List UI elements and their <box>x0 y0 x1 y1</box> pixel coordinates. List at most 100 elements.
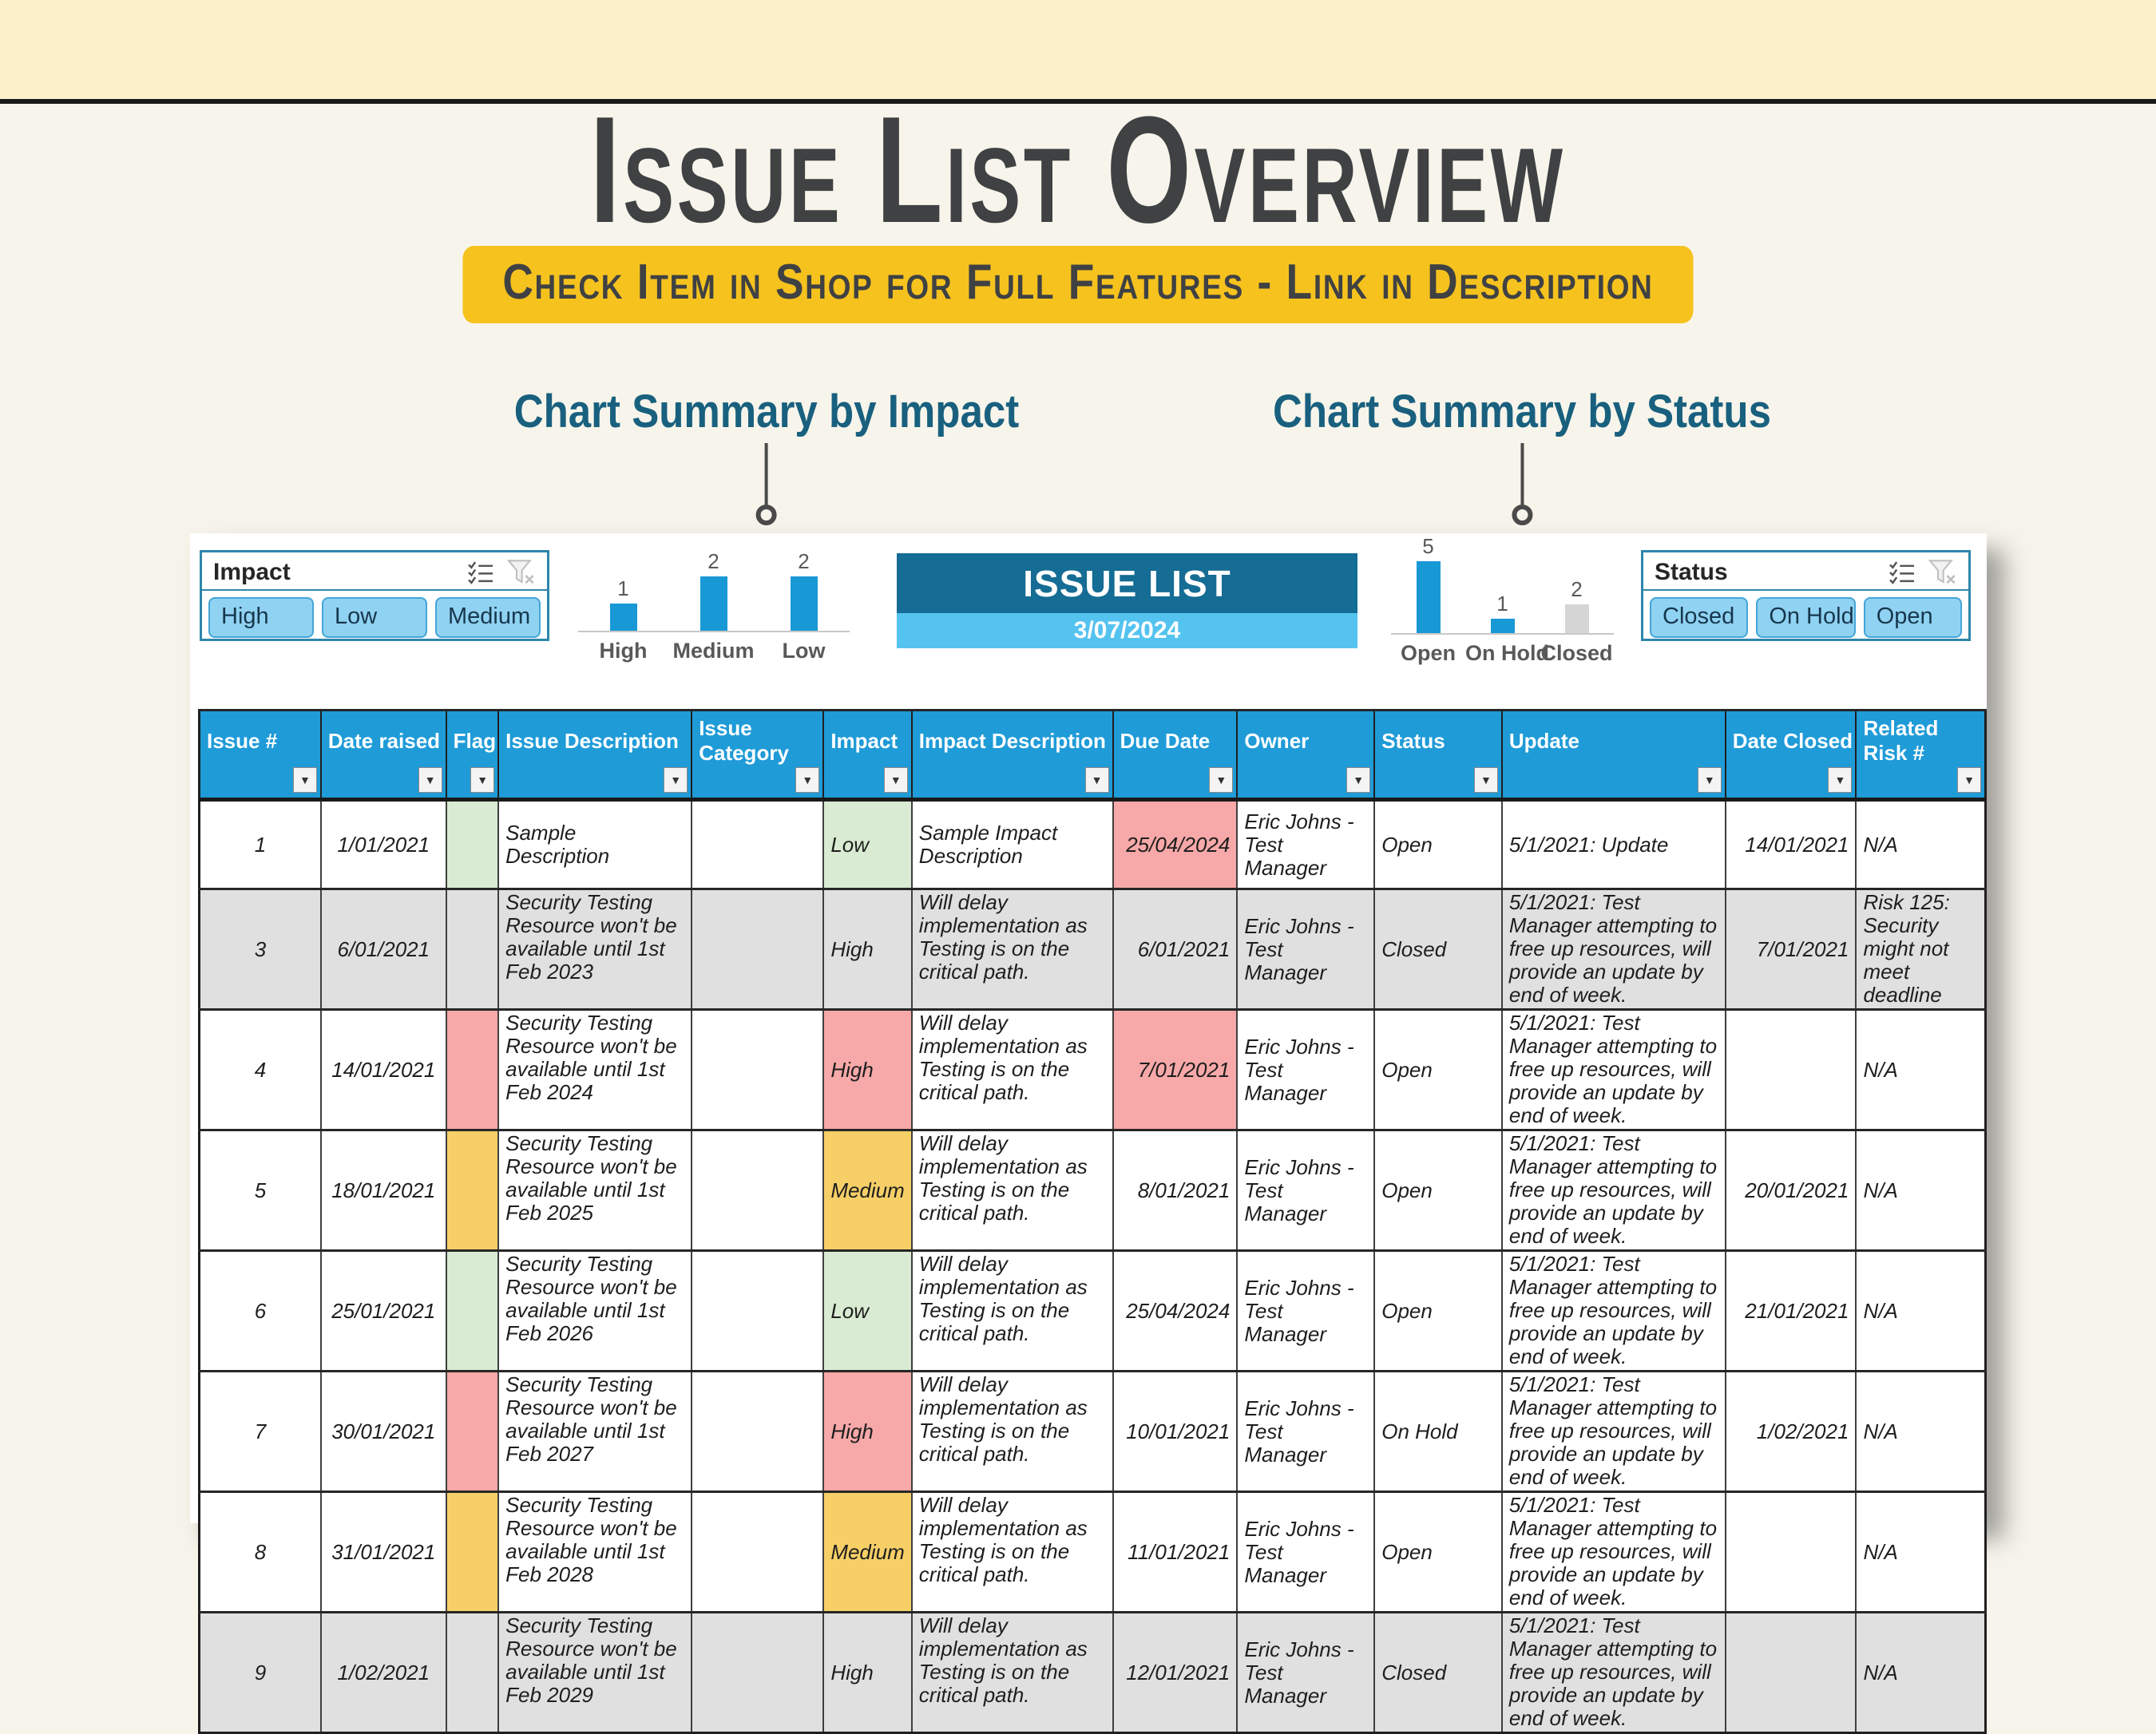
cell-issue_description[interactable]: Security Testing Resource won't be avail… <box>497 1250 692 1372</box>
cell-issue_description[interactable]: Sample Description <box>497 799 692 889</box>
cell-status[interactable]: Open <box>1373 1009 1502 1130</box>
cell-issue_description[interactable]: Security Testing Resource won't be avail… <box>497 1491 692 1613</box>
cell-flag[interactable] <box>445 1491 499 1613</box>
cell-due_date[interactable]: 12/01/2021 <box>1112 1612 1238 1733</box>
cell-issue_description[interactable]: Security Testing Resource won't be avail… <box>497 1130 692 1251</box>
cell-issue[interactable]: 9 <box>198 1612 321 1733</box>
cell-issue_category[interactable] <box>691 1491 824 1613</box>
cell-issue[interactable]: 5 <box>198 1130 321 1251</box>
cell-impact_description[interactable]: Will delay implementation as Testing is … <box>910 1009 1113 1130</box>
cell-owner[interactable]: Eric Johns - Test Manager <box>1236 1250 1375 1372</box>
cell-related_risk[interactable]: N/A <box>1855 1371 1986 1492</box>
filter-dropdown-button-due_date[interactable]: ▼ <box>1209 767 1234 793</box>
cell-related_risk[interactable]: N/A <box>1855 1130 1986 1251</box>
cell-impact[interactable]: Medium <box>822 1491 912 1613</box>
cell-update[interactable]: 5/1/2021: Test Manager attempting to fre… <box>1500 1612 1726 1733</box>
cell-issue_description[interactable]: Security Testing Resource won't be avail… <box>497 889 692 1010</box>
cell-impact[interactable]: Medium <box>822 1130 912 1251</box>
cell-issue_category[interactable] <box>691 1371 824 1492</box>
cell-issue_description[interactable]: Security Testing Resource won't be avail… <box>497 1009 692 1130</box>
cell-date_closed[interactable] <box>1724 1009 1857 1130</box>
cell-impact[interactable]: High <box>822 1612 912 1733</box>
cell-flag[interactable] <box>445 889 499 1010</box>
filter-dropdown-button-date_raised[interactable]: ▼ <box>418 767 442 793</box>
cell-date_closed[interactable]: 1/02/2021 <box>1724 1371 1857 1492</box>
cell-status[interactable]: Open <box>1373 1250 1502 1372</box>
cell-issue_category[interactable] <box>691 1130 824 1251</box>
filter-dropdown-button-flag[interactable]: ▼ <box>470 767 495 793</box>
status-slicer-button-open[interactable]: Open <box>1863 597 1963 638</box>
cell-owner[interactable]: Eric Johns - Test Manager <box>1236 1612 1375 1733</box>
cell-issue_category[interactable] <box>691 1612 824 1733</box>
impact-slicer-button-medium[interactable]: Medium <box>435 597 541 638</box>
filter-dropdown-button-owner[interactable]: ▼ <box>1346 767 1371 793</box>
cell-date_closed[interactable] <box>1724 1491 1857 1613</box>
cell-flag[interactable] <box>445 1250 499 1372</box>
cell-update[interactable]: 5/1/2021: Test Manager attempting to fre… <box>1500 1371 1726 1492</box>
cell-impact_description[interactable]: Will delay implementation as Testing is … <box>910 1250 1113 1372</box>
cell-impact_description[interactable]: Will delay implementation as Testing is … <box>910 1371 1113 1492</box>
cell-owner[interactable]: Eric Johns - Test Manager <box>1236 889 1375 1010</box>
cell-date_closed[interactable] <box>1724 1612 1857 1733</box>
cell-owner[interactable]: Eric Johns - Test Manager <box>1236 1130 1375 1251</box>
cell-impact[interactable]: Low <box>822 799 912 889</box>
cell-owner[interactable]: Eric Johns - Test Manager <box>1236 1371 1375 1492</box>
cell-date_closed[interactable]: 7/01/2021 <box>1724 889 1857 1010</box>
clear-filter-icon[interactable] <box>507 560 536 585</box>
multi-select-icon[interactable] <box>467 560 494 584</box>
cell-update[interactable]: 5/1/2021: Test Manager attempting to fre… <box>1500 1250 1726 1372</box>
cell-date_raised[interactable]: 14/01/2021 <box>319 1009 446 1130</box>
cell-due_date[interactable]: 11/01/2021 <box>1112 1491 1238 1613</box>
cell-due_date[interactable]: 6/01/2021 <box>1112 889 1238 1010</box>
cell-date_closed[interactable]: 14/01/2021 <box>1724 799 1857 889</box>
cell-status[interactable]: Closed <box>1373 889 1502 1010</box>
cell-impact[interactable]: High <box>822 1371 912 1492</box>
cell-due_date[interactable]: 25/04/2024 <box>1112 1250 1238 1372</box>
status-slicer-button-closed[interactable]: Closed <box>1650 597 1749 638</box>
cell-date_raised[interactable]: 1/02/2021 <box>319 1612 446 1733</box>
status-slicer-button-on-hold[interactable]: On Hold <box>1756 597 1856 638</box>
filter-dropdown-button-date_closed[interactable]: ▼ <box>1828 767 1853 793</box>
cell-update[interactable]: 5/1/2021: Update <box>1500 799 1726 889</box>
clear-filter-icon[interactable] <box>1928 560 1957 585</box>
cell-status[interactable]: Open <box>1373 1491 1502 1613</box>
cell-due_date[interactable]: 8/01/2021 <box>1112 1130 1238 1251</box>
cell-issue[interactable]: 8 <box>198 1491 321 1613</box>
cell-issue_description[interactable]: Security Testing Resource won't be avail… <box>497 1371 692 1492</box>
cell-update[interactable]: 5/1/2021: Test Manager attempting to fre… <box>1500 1491 1726 1613</box>
cell-owner[interactable]: Eric Johns - Test Manager <box>1236 1009 1375 1130</box>
impact-slicer-button-low[interactable]: Low <box>322 597 427 638</box>
multi-select-icon[interactable] <box>1888 560 1916 584</box>
cell-issue[interactable]: 7 <box>198 1371 321 1492</box>
filter-dropdown-button-issue_category[interactable]: ▼ <box>795 767 820 793</box>
cell-date_closed[interactable]: 20/01/2021 <box>1724 1130 1857 1251</box>
cell-impact[interactable]: High <box>822 1009 912 1130</box>
cell-issue_category[interactable] <box>691 889 824 1010</box>
cell-impact_description[interactable]: Will delay implementation as Testing is … <box>910 1491 1113 1613</box>
cell-issue[interactable]: 6 <box>198 1250 321 1372</box>
cell-date_raised[interactable]: 6/01/2021 <box>319 889 446 1010</box>
cell-date_raised[interactable]: 1/01/2021 <box>319 799 446 889</box>
cell-issue_category[interactable] <box>691 1009 824 1130</box>
cell-update[interactable]: 5/1/2021: Test Manager attempting to fre… <box>1500 889 1726 1010</box>
cell-flag[interactable] <box>445 1009 499 1130</box>
filter-dropdown-button-related_risk[interactable]: ▼ <box>1957 767 1981 793</box>
filter-dropdown-button-status[interactable]: ▼ <box>1473 767 1498 793</box>
cell-related_risk[interactable]: Risk 125: Security might not meet deadli… <box>1855 889 1986 1010</box>
filter-dropdown-button-impact[interactable]: ▼ <box>883 767 908 793</box>
cell-issue[interactable]: 4 <box>198 1009 321 1130</box>
cell-date_raised[interactable]: 31/01/2021 <box>319 1491 446 1613</box>
cell-impact_description[interactable]: Will delay implementation as Testing is … <box>910 889 1113 1010</box>
cell-related_risk[interactable]: N/A <box>1855 1491 1986 1613</box>
cell-owner[interactable]: Eric Johns - Test Manager <box>1236 1491 1375 1613</box>
cell-owner[interactable]: Eric Johns - Test Manager <box>1236 799 1375 889</box>
cell-issue_category[interactable] <box>691 1250 824 1372</box>
impact-slicer-button-high[interactable]: High <box>208 597 314 638</box>
filter-dropdown-button-update[interactable]: ▼ <box>1697 767 1722 793</box>
cell-due_date[interactable]: 10/01/2021 <box>1112 1371 1238 1492</box>
cell-status[interactable]: Closed <box>1373 1612 1502 1733</box>
cell-impact_description[interactable]: Will delay implementation as Testing is … <box>910 1612 1113 1733</box>
cell-impact[interactable]: High <box>822 889 912 1010</box>
cell-issue[interactable]: 3 <box>198 889 321 1010</box>
cell-flag[interactable] <box>445 1371 499 1492</box>
